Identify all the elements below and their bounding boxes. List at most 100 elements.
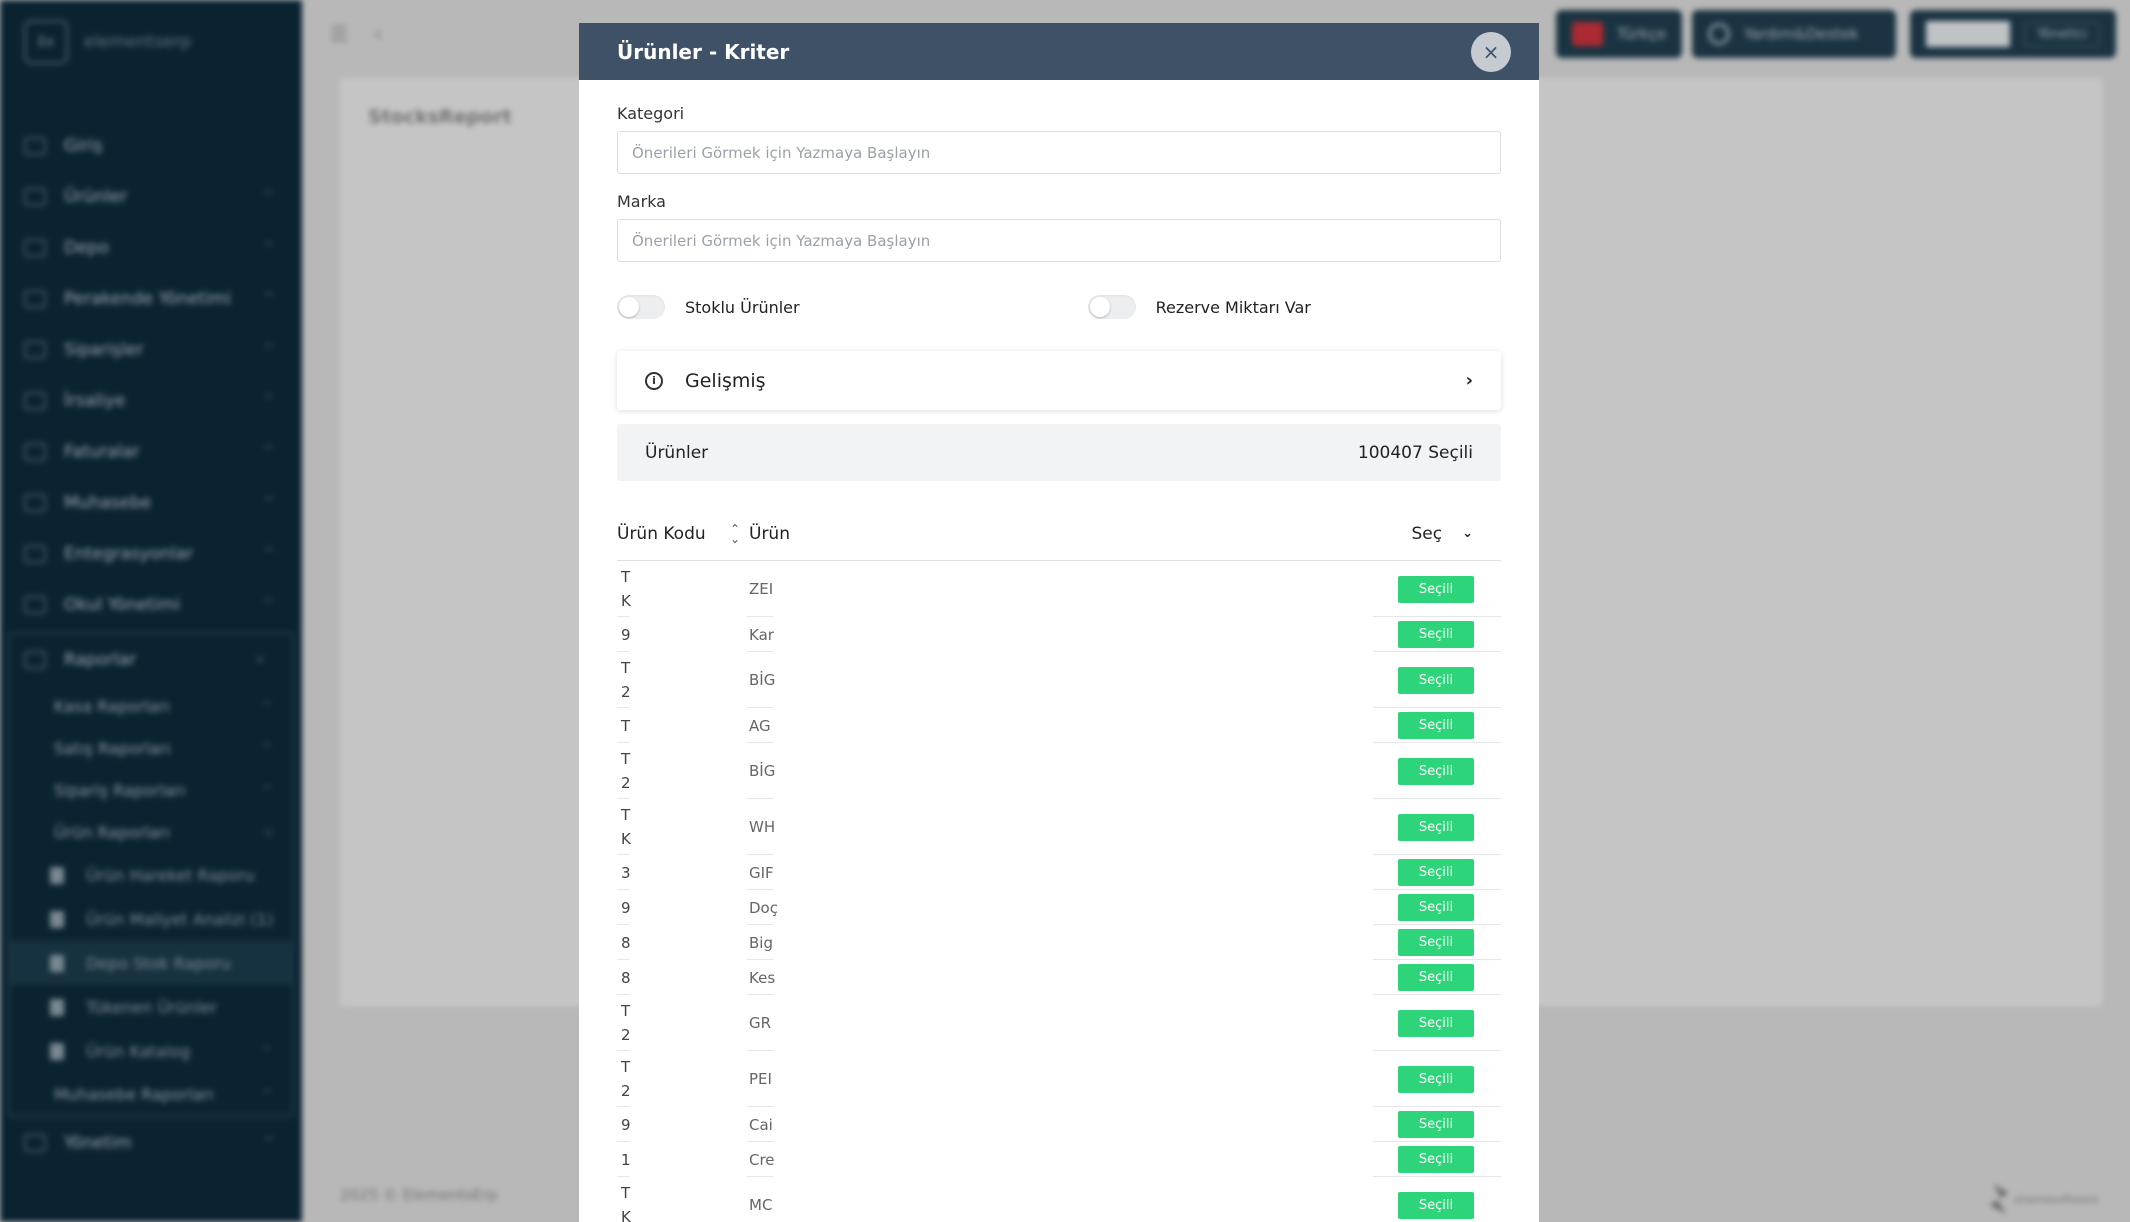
- sidebar-leaf-depo-stok[interactable]: Depo Stok Raporu: [10, 941, 292, 985]
- selected-button[interactable]: Seçili: [1398, 894, 1474, 921]
- retail-icon: [24, 289, 46, 308]
- modal-header: Ürünler - Kriter ×: [579, 23, 1539, 80]
- selected-button[interactable]: Seçili: [1398, 1111, 1474, 1138]
- sidebar-item-giris[interactable]: Giriş: [0, 120, 302, 171]
- selected-button[interactable]: Seçili: [1398, 1065, 1474, 1093]
- sidebar-item-urunler[interactable]: Ürünler ^: [0, 171, 302, 222]
- table-row: T K WH Seçili: [617, 799, 1501, 855]
- sidebar-item-label: Depo: [64, 237, 109, 258]
- product-code: 9: [621, 898, 631, 917]
- selected-button[interactable]: Seçili: [1398, 929, 1474, 956]
- sidebar-leaf-hareket[interactable]: Ürün Hareket Raporu: [10, 853, 292, 897]
- category-input[interactable]: [617, 131, 1501, 174]
- sidebar-leaf-label: Ürün Katalog: [86, 1041, 191, 1061]
- selected-summary: Ürünler 100407 Seçili: [617, 424, 1501, 481]
- sidebar-item-faturalar[interactable]: Faturalar ^: [0, 426, 302, 477]
- selected-button[interactable]: Seçili: [1398, 964, 1474, 991]
- table-row: 8 Kes Seçili: [617, 960, 1501, 995]
- products-icon: [24, 187, 46, 206]
- sidebar-sub-siparis[interactable]: Sipariş Raporları ^: [10, 769, 292, 811]
- selected-button[interactable]: Seçili: [1398, 1009, 1474, 1037]
- product-code: T 2: [621, 659, 631, 701]
- selected-button[interactable]: Seçili: [1398, 575, 1474, 603]
- brand-label: Marka: [617, 192, 666, 211]
- product-name: AG: [749, 716, 771, 735]
- sidebar-nav: Giriş Ürünler ^ Depo ^ Perakende Yönetimi ^…: [0, 120, 302, 1168]
- brand[interactable]: Ee elementserp: [24, 20, 191, 64]
- column-header-name[interactable]: Ürün: [749, 523, 790, 544]
- selected-button[interactable]: Seçili: [1398, 813, 1474, 841]
- sidebar-item-perakende[interactable]: Perakende Yönetimi ^: [0, 273, 302, 324]
- sidebar-leaf-maliyet[interactable]: Ürün Maliyet Analizi (1): [10, 897, 292, 941]
- stock-toggle[interactable]: [617, 295, 665, 319]
- sidebar-item-label: Muhasebe: [64, 492, 152, 513]
- sort-icon[interactable]: ⌃ ⌄: [729, 521, 741, 546]
- product-name: Cai: [749, 1115, 773, 1134]
- product-code: T 2: [621, 1058, 631, 1100]
- sidebar-sub-kasa[interactable]: Kasa Raporları ^: [10, 685, 292, 727]
- product-name: Doç: [749, 898, 778, 917]
- product-name: BİG: [749, 762, 776, 780]
- table-row: 9 Cai Seçili: [617, 1107, 1501, 1142]
- chevron-up-icon: ^: [263, 495, 274, 510]
- advanced-panel-toggle[interactable]: i Gelişmiş ›: [617, 351, 1501, 410]
- sidebar-leaf-katalog[interactable]: Ürün Katalog ^: [10, 1029, 292, 1073]
- selected-button[interactable]: Seçili: [1398, 621, 1474, 648]
- school-icon: [24, 595, 46, 614]
- selected-button[interactable]: Seçili: [1398, 1191, 1474, 1219]
- selected-button[interactable]: Seçili: [1398, 859, 1474, 886]
- product-name: BİG: [749, 671, 776, 689]
- sidebar-item-raporlar[interactable]: Raporlar v: [10, 634, 292, 685]
- selected-button[interactable]: Seçili: [1398, 757, 1474, 785]
- sidebar-item-label: Giriş: [64, 135, 103, 156]
- chevron-up-icon: ^: [263, 1135, 274, 1150]
- column-header-code[interactable]: Ürün Kodu: [617, 523, 706, 544]
- brand-input[interactable]: [617, 219, 1501, 262]
- selected-button[interactable]: Seçili: [1398, 1146, 1474, 1173]
- warehouse-icon: [24, 238, 46, 257]
- modal-body: Kategori Marka Stoklu Ürünler Rezerve Mi…: [579, 104, 1539, 1222]
- sidebar-item-yonetim[interactable]: Yönetim ^: [0, 1117, 302, 1168]
- advanced-label: Gelişmiş: [685, 369, 766, 392]
- selected-button[interactable]: Seçili: [1398, 712, 1474, 739]
- sidebar-item-irsaliye[interactable]: İrsaliye ^: [0, 375, 302, 426]
- toggle-row: Stoklu Ürünler Rezerve Miktarı Var: [617, 294, 1501, 320]
- modal-title: Ürünler - Kriter: [617, 39, 790, 64]
- sidebar-leaf-tukenen[interactable]: Tükenen Ürünler: [10, 985, 292, 1029]
- chevron-up-icon: ^: [263, 597, 274, 612]
- language-label: Türkçe: [1617, 25, 1666, 43]
- document-icon: [50, 866, 64, 884]
- sidebar-item-muhasebe[interactable]: Muhasebe ^: [0, 477, 302, 528]
- sidebar-sub-urun[interactable]: Ürün Raporları v: [10, 811, 292, 853]
- back-icon[interactable]: ‹: [373, 22, 382, 46]
- product-name: Cre: [749, 1150, 775, 1169]
- sidebar-item-label: Siparişler: [64, 339, 144, 360]
- reserve-toggle[interactable]: [1087, 295, 1136, 319]
- product-name: ZEI: [749, 580, 774, 598]
- sidebar-sub-label: Ürün Raporları: [54, 822, 171, 842]
- sidebar-sub-satis[interactable]: Satış Raporları ^: [10, 727, 292, 769]
- stock-toggle-group: Stoklu Ürünler: [617, 295, 800, 319]
- menu-icon[interactable]: ☰: [330, 22, 348, 46]
- page-title: StocksReport: [368, 106, 512, 128]
- sidebar-item-siparisler[interactable]: Siparişler ^: [0, 324, 302, 375]
- product-code: 3: [621, 863, 631, 882]
- sidebar-item-okul[interactable]: Okul Yönetimi ^: [0, 579, 302, 630]
- table-row: 8 Big Seçili: [617, 925, 1501, 960]
- sidebar-leaf-label: Tükenen Ürünler: [86, 997, 217, 1017]
- selected-button[interactable]: Seçili: [1398, 666, 1474, 694]
- sidebar-item-depo[interactable]: Depo ^: [0, 222, 302, 273]
- sidebar-sub-muhasebe[interactable]: Muhasebe Raporları ^: [10, 1073, 292, 1115]
- chevron-down-icon: v: [256, 652, 264, 667]
- language-button[interactable]: Türkçe: [1556, 10, 1682, 58]
- avatar: [1926, 21, 2011, 47]
- sidebar-item-entegrasyonlar[interactable]: Entegrasyonlar ^: [0, 528, 302, 579]
- product-code: 9: [621, 1115, 631, 1134]
- user-menu[interactable]: Yönetici: [1910, 10, 2116, 58]
- close-button[interactable]: ×: [1471, 31, 1511, 72]
- table-row: T 2 BİG Seçili: [617, 652, 1501, 708]
- select-all-dropdown[interactable]: Seç ⌄: [1411, 524, 1473, 544]
- product-code: T 2: [621, 750, 631, 792]
- help-button[interactable]: Yardım&Destek: [1692, 10, 1896, 58]
- sidebar-sub-label: Muhasebe Raporları: [54, 1084, 214, 1104]
